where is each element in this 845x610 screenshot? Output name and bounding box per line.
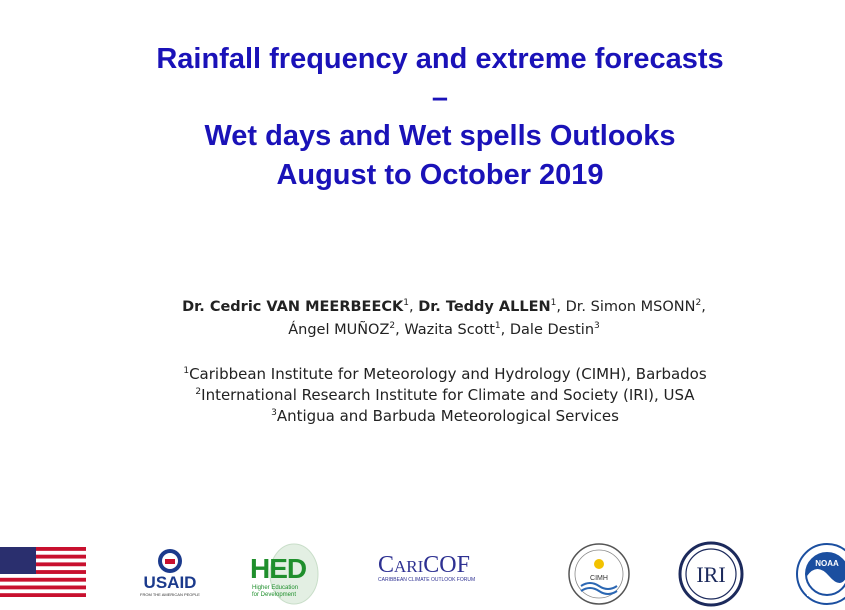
author-line-2: Ángel MUÑOZ2, Wazita Scott1, Dale Destin… (0, 319, 845, 342)
author-affil-mark: 1 (494, 321, 501, 331)
author-list: Dr. Cedric VAN MEERBEECK1, Dr. Teddy ALL… (0, 296, 845, 342)
usaid-seal-icon (158, 549, 182, 573)
title-line-4: August to October 2019 (276, 158, 604, 191)
author-affil-mark: 1 (403, 298, 409, 308)
affiliation-text: International Research Institute for Cli… (201, 386, 695, 404)
author-affil-mark: 2 (695, 298, 702, 308)
author-separator: , (556, 299, 566, 315)
us-flag-icon (0, 547, 86, 597)
author-separator: , (701, 299, 706, 315)
author-name: Dr. Teddy ALLEN (418, 299, 551, 315)
hed-logo: HED Higher Education for Development (250, 540, 322, 608)
iri-text: IRI (696, 562, 725, 587)
author-name: Dale Destin (509, 322, 595, 338)
affiliation-text: Caribbean Institute for Meteorology and … (189, 365, 707, 383)
author-line-1: Dr. Cedric VAN MEERBEECK1, Dr. Teddy ALL… (0, 296, 845, 319)
usaid-tagline: FROM THE AMERICAN PEOPLE (140, 592, 200, 597)
affiliation-mark: 2 (195, 387, 202, 397)
affiliation-mark: 3 (271, 408, 277, 418)
hed-text: HED (250, 553, 307, 584)
author-affil-mark: 3 (594, 321, 600, 331)
caricof-logo: CariCOF CARIBBEAN CLIMATE OUTLOOK FORUM (378, 553, 496, 587)
author-name: Dr. Cedric VAN MEERBEECK (182, 299, 404, 315)
caricof-tagline: CARIBBEAN CLIMATE OUTLOOK FORUM (378, 577, 476, 583)
author-separator: , (408, 299, 419, 315)
globe-icon (269, 543, 319, 605)
title-line-2: – (431, 81, 449, 114)
author-name: Wazita Scott (404, 322, 495, 338)
affiliation-mark: 1 (183, 366, 190, 376)
author-name: Dr. Simon MSONN (565, 299, 696, 315)
usaid-text: USAID (143, 573, 197, 592)
cimh-seal-icon: CIMH (568, 543, 630, 605)
affiliation-3: 3Antigua and Barbuda Meteorological Serv… (0, 406, 845, 427)
slide-title: Rainfall frequency and extreme forecasts… (0, 40, 845, 194)
affiliation-text: Antigua and Barbuda Meteorological Servi… (276, 407, 619, 425)
title-line-1: Rainfall frequency and extreme forecasts (156, 43, 724, 75)
usaid-logo: USAID FROM THE AMERICAN PEOPLE (135, 548, 205, 603)
hed-tagline: Higher Education for Development (252, 585, 299, 598)
author-separator: , (395, 322, 405, 338)
iri-logo-icon: IRI (678, 541, 744, 607)
affiliation-2: 2International Research Institute for Cl… (0, 385, 845, 406)
author-name: Ángel MUÑOZ (288, 322, 390, 338)
author-affil-mark: 1 (550, 298, 557, 308)
author-separator: , (500, 322, 510, 338)
cimh-text: CIMH (590, 575, 608, 582)
noaa-text: NOAA (815, 559, 839, 568)
affiliation-1: 1Caribbean Institute for Meteorology and… (0, 364, 845, 385)
noaa-logo-icon: NOAA (796, 543, 845, 605)
author-affil-mark: 2 (389, 321, 396, 331)
caricof-text: CariCOF (378, 552, 470, 578)
affiliation-list: 1Caribbean Institute for Meteorology and… (0, 364, 845, 427)
title-line-3: Wet days and Wet spells Outlooks (204, 120, 676, 152)
